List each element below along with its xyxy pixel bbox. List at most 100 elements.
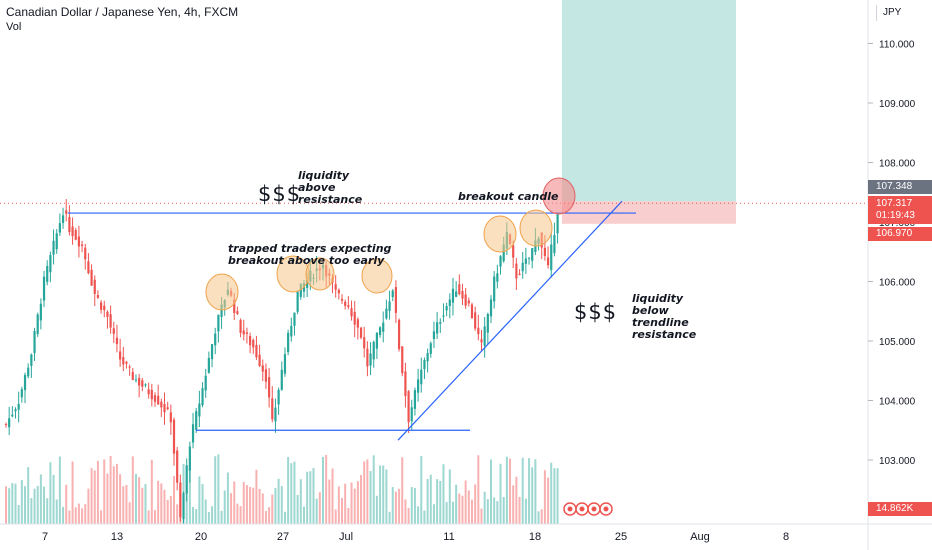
volume-bar	[490, 459, 493, 524]
candle-body	[546, 257, 550, 266]
candle-body	[169, 412, 172, 423]
candle-body	[185, 465, 188, 494]
volume-bar	[30, 498, 33, 524]
volume-bar	[5, 486, 7, 524]
current-price: 107.317	[876, 198, 913, 209]
currency-label[interactable]: JPY	[876, 5, 932, 21]
candle-body	[176, 450, 179, 483]
volume-bar	[188, 468, 191, 524]
candle-body	[144, 384, 147, 386]
volume-bar	[84, 504, 87, 524]
volume-bar	[198, 476, 201, 524]
volume-bar	[195, 509, 198, 524]
volume-bar	[344, 483, 347, 524]
volume-bar	[451, 501, 454, 524]
candle-body	[461, 291, 464, 299]
volume-bar	[201, 483, 204, 524]
candle-body	[268, 377, 271, 398]
time-axis[interactable]: 7 13 20 27 Jul 11 18 25 Aug 8	[42, 531, 789, 543]
candle-body	[448, 299, 451, 306]
volume-bar	[226, 472, 229, 524]
candle-body	[128, 366, 131, 368]
volume-bar	[77, 503, 80, 524]
volume-bar	[499, 463, 502, 524]
candle-body	[52, 240, 55, 255]
candle-body	[14, 409, 17, 412]
volume-bars	[5, 454, 559, 524]
candle-body	[188, 446, 191, 471]
x-tick-label: 8	[783, 531, 789, 543]
volume-bar	[81, 508, 84, 524]
breakout-circle	[542, 177, 576, 215]
candle-body	[531, 248, 534, 261]
volume-bar	[299, 479, 302, 524]
candle-body	[451, 288, 455, 303]
volume-bar	[115, 463, 118, 524]
candle-body	[122, 357, 125, 365]
candle-body	[391, 290, 394, 298]
volume-bar	[283, 511, 286, 524]
candle-body	[375, 332, 378, 349]
volume-bar	[369, 471, 372, 524]
volume-bar	[306, 471, 309, 524]
volume-bar	[318, 492, 321, 524]
candle-body	[217, 314, 220, 332]
lower-price-tag: 106.970	[868, 227, 932, 241]
candle-body	[248, 336, 252, 346]
volume-bar	[58, 456, 61, 524]
volume-bar	[49, 462, 52, 524]
volume-bar	[493, 497, 496, 524]
candle-body	[61, 215, 65, 224]
volume-bar	[173, 476, 176, 524]
volume-bar	[366, 459, 369, 524]
volume-bar	[33, 488, 36, 524]
symbol-title[interactable]: Canadian Dollar / Japanese Yen, 4h, FXCM	[6, 5, 239, 19]
volume-bar	[537, 511, 540, 524]
volume-bar	[353, 488, 356, 524]
event-marker-dot	[603, 506, 609, 512]
y-tick-label: 106.000	[879, 278, 916, 289]
volume-bar	[448, 469, 451, 524]
plot-area[interactable]	[0, 0, 868, 524]
candle-body	[84, 247, 87, 260]
volume-bar	[255, 469, 258, 524]
volume-bar	[293, 461, 296, 524]
candle-body	[480, 339, 483, 343]
candle-body	[496, 273, 499, 282]
candle-body	[17, 403, 20, 410]
candle-body	[77, 236, 81, 247]
price-axis[interactable]: 103.000104.000105.000106.000107.000108.0…	[868, 40, 916, 468]
volume-bar	[375, 495, 378, 524]
volume-bar	[464, 480, 467, 524]
volume-bar	[312, 468, 315, 524]
candle-body	[556, 214, 559, 234]
candle-body	[429, 343, 432, 354]
candle-body	[245, 332, 249, 334]
candle-body	[36, 314, 39, 334]
candle-body	[198, 403, 201, 417]
volume-bar	[271, 494, 274, 524]
volume-bar	[71, 461, 74, 524]
volume-bar	[163, 489, 166, 524]
candle-body	[464, 294, 467, 306]
candle-body	[445, 306, 448, 311]
candle-body	[125, 361, 128, 364]
volume-legend[interactable]: Vol	[6, 21, 22, 33]
candle-body	[46, 265, 49, 282]
x-tick-label: 20	[195, 531, 207, 543]
candle-body	[255, 344, 258, 358]
candle-body	[109, 314, 112, 328]
candle-body	[163, 404, 166, 413]
candle-body	[493, 276, 496, 302]
x-tick-label: Jul	[339, 531, 353, 543]
candle-body	[502, 244, 505, 262]
candle-body	[410, 407, 413, 422]
candle-body	[550, 244, 553, 271]
candle-body	[426, 353, 429, 362]
current-price-tag: 107.317 01:19:43	[868, 196, 932, 224]
candle-body	[470, 304, 474, 319]
candle-body	[239, 319, 242, 333]
y-tick-label: 105.000	[879, 337, 916, 348]
candle-body	[388, 301, 391, 311]
